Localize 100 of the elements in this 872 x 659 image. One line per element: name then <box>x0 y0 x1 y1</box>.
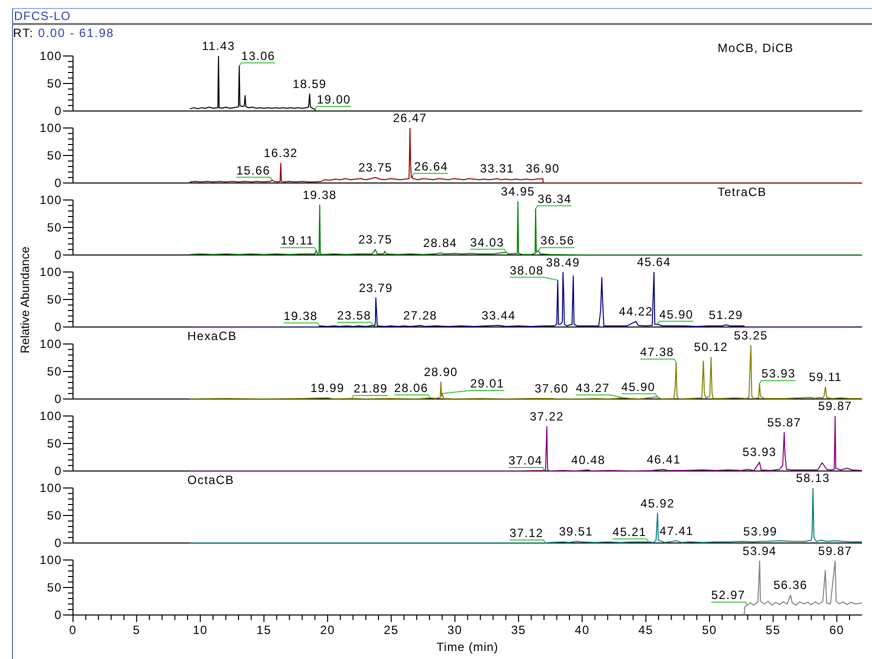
annotation: 38.08 <box>510 263 544 278</box>
annotation: 28.84 <box>423 236 458 250</box>
x-tick-label: 5 <box>132 623 140 637</box>
annotation: 40.48 <box>571 452 606 467</box>
y-tick-label: 0 <box>54 608 62 622</box>
annotation: 19.99 <box>310 380 344 395</box>
x-tick-label: 40 <box>574 623 590 637</box>
annotation: 39.51 <box>558 524 593 538</box>
annotation: 36.34 <box>538 192 572 206</box>
annotation: 18.59 <box>292 76 327 91</box>
annotation: 15.66 <box>236 163 270 178</box>
annotation: 19.00 <box>316 92 351 106</box>
annotation: 23.75 <box>358 160 392 174</box>
y-axis-title: Relative Abundance <box>18 245 32 355</box>
annotation: 26.47 <box>392 111 427 125</box>
line-series <box>744 560 862 615</box>
x-tick-label: 25 <box>384 623 399 637</box>
y-tick-label: 50 <box>47 220 62 235</box>
annotation: 59.87 <box>818 544 852 558</box>
annotation: 37.22 <box>530 409 564 424</box>
y-tick-label: 100 <box>40 121 62 136</box>
y-tick-label: 100 <box>40 553 62 568</box>
annotation: 45.90 <box>621 380 656 394</box>
annotation: 33.44 <box>482 308 516 322</box>
annotation: 53.99 <box>743 524 778 538</box>
x-tick-label: 20 <box>320 623 336 637</box>
annotation: 47.41 <box>660 524 694 538</box>
x-tick-label: 60 <box>829 623 844 637</box>
annotation: 38.49 <box>546 256 580 270</box>
y-tick-label: 50 <box>47 148 62 163</box>
y-tick-label: 100 <box>40 481 62 496</box>
y-tick-label: 100 <box>40 49 62 64</box>
annotation: 47.38 <box>640 345 674 360</box>
annotation: 59.87 <box>818 399 852 413</box>
text: HexaCB <box>187 329 237 343</box>
y-tick-label: 50 <box>47 508 62 523</box>
y-tick-label: 0 <box>54 248 62 262</box>
annotation: 28.90 <box>424 364 458 379</box>
annotation: 45.90 <box>659 307 694 322</box>
annotation: 19.11 <box>280 234 314 248</box>
annotation: 58.13 <box>796 471 830 485</box>
x-tick-label: 0 <box>69 623 77 637</box>
text: MoCB, DiCB <box>718 41 794 55</box>
annotation: 23.75 <box>358 232 392 246</box>
annotation: 46.41 <box>646 452 681 466</box>
y-tick-label: 0 <box>54 464 62 478</box>
annotation: 50.12 <box>694 340 728 354</box>
y-tick-label: 100 <box>40 337 62 352</box>
x-tick-label: 55 <box>766 623 781 637</box>
annotation: 23.79 <box>358 280 393 295</box>
annotation: 45.92 <box>640 496 675 510</box>
y-tick-label: 100 <box>40 265 62 280</box>
y-tick-label: 50 <box>47 364 62 379</box>
y-tick-label: 50 <box>47 76 62 91</box>
chart-subtitle: RT: 0.00 - 61.98 <box>13 26 114 40</box>
annotation: 53.93 <box>742 445 777 460</box>
y-tick-label: 100 <box>40 409 62 424</box>
annotation: 45.64 <box>636 255 672 269</box>
y-tick-label: 0 <box>54 320 62 334</box>
annotation: 56.36 <box>773 578 808 592</box>
line-series <box>190 128 862 183</box>
y-tick-label: 50 <box>47 292 62 307</box>
annotation: 55.87 <box>767 416 802 430</box>
annotation: 53.93 <box>762 366 796 381</box>
x-tick-label: 50 <box>702 623 717 637</box>
line-series <box>190 488 862 543</box>
annotation: 16.32 <box>264 146 298 160</box>
annotation: 43.27 <box>576 380 610 395</box>
annotation: 13.06 <box>241 48 276 63</box>
x-tick-label: 35 <box>511 623 526 637</box>
y-tick-label: 0 <box>54 176 62 190</box>
annotation: 29.01 <box>470 376 504 390</box>
annotation: 53.25 <box>734 328 768 343</box>
annotation: 27.28 <box>403 308 438 322</box>
annotation: 51.29 <box>708 308 743 322</box>
annotation: 19.38 <box>302 188 337 202</box>
annotation: 45.21 <box>612 524 647 539</box>
y-tick-label: 100 <box>40 193 62 208</box>
annotation: 23.58 <box>337 308 372 322</box>
y-tick-label: 0 <box>54 392 62 406</box>
annotation: 59.11 <box>808 370 842 384</box>
annotation: 37.12 <box>510 526 544 540</box>
x-tick-label: 30 <box>447 623 462 637</box>
x-tick-label: 15 <box>256 623 272 637</box>
x-tick-label: 10 <box>192 623 208 637</box>
annotation: 53.94 <box>742 544 777 558</box>
x-axis-title: Time (min) <box>436 640 500 654</box>
text: OctaCB <box>187 473 234 487</box>
annotation: 34.95 <box>500 184 535 199</box>
annotation: 11.43 <box>202 39 236 53</box>
annotation: 52.97 <box>711 588 746 602</box>
y-tick-label: 50 <box>47 580 62 595</box>
annotation: 33.31 <box>480 162 514 176</box>
y-tick-label: 50 <box>47 436 62 451</box>
annotation: 26.64 <box>414 159 448 174</box>
annotation: 37.04 <box>508 453 543 468</box>
annotation: 19.38 <box>284 308 318 323</box>
annotation: 28.06 <box>394 380 428 395</box>
y-tick-label: 0 <box>54 104 62 118</box>
x-tick-label: 45 <box>638 623 654 637</box>
